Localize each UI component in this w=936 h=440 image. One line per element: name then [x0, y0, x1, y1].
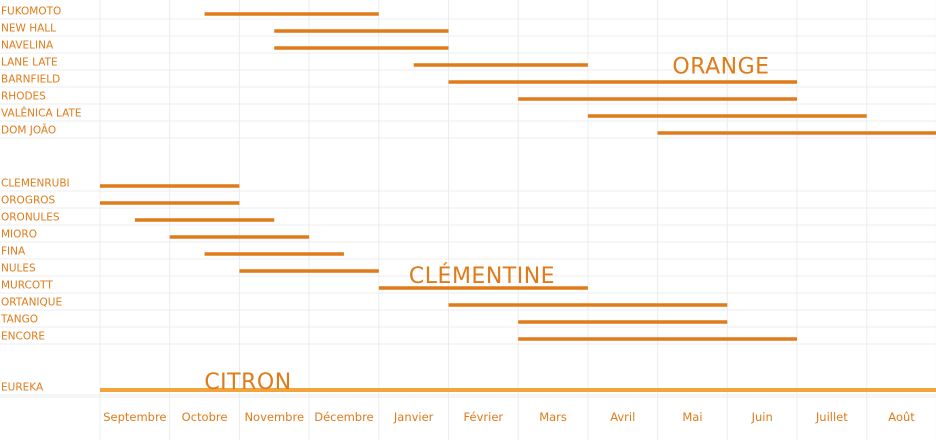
variety-label: BARNFIELD — [1, 74, 60, 86]
month-label: Novembre — [244, 410, 304, 424]
bars — [100, 12, 936, 392]
variety-label: MIORO — [1, 229, 37, 241]
variety-label: DOM JOÃO — [1, 124, 56, 137]
month-label: Février — [464, 410, 504, 424]
variety-label: CLEMENRUBI — [1, 178, 70, 190]
month-label: Octobre — [182, 410, 228, 424]
variety-labels: FUKOMOTO NEW HALL NAVELINA LANE LATE BARNFIE… — [0, 6, 82, 394]
month-label: Septembre — [103, 410, 166, 424]
group-label: CLÉMENTINE — [409, 263, 555, 289]
group-label: CITRON — [204, 370, 291, 395]
variety-label: OROGROS — [1, 195, 56, 207]
month-label: Avril — [610, 410, 635, 424]
month-label: Décembre — [314, 410, 373, 424]
variety-label: FINA — [1, 246, 26, 258]
variety-label: ENCORE — [1, 331, 45, 343]
variety-label: EUREKA — [1, 382, 44, 394]
variety-label: NULES — [1, 263, 36, 275]
variety-label: ORONULES — [1, 212, 60, 224]
variety-label: NEW HALL — [1, 23, 56, 35]
month-label: Juin — [751, 410, 773, 424]
variety-label: TANGO — [0, 314, 38, 326]
variety-label: VALÊNICA LATE — [1, 107, 82, 120]
variety-label: NAVELINA — [1, 40, 54, 52]
group-label: ORANGE — [672, 54, 769, 79]
variety-label: ORTANIQUE — [1, 297, 62, 309]
variety-label: LANE LATE — [1, 57, 58, 69]
month-axis: Septembre Octobre Novembre Décembre Janvier F… — [103, 410, 915, 424]
month-label: Juillet — [815, 410, 848, 424]
variety-label: MURCOTT — [1, 280, 53, 292]
month-label: Mars — [539, 410, 567, 424]
month-label: Mai — [682, 410, 702, 424]
month-label: Janvier — [393, 410, 434, 424]
month-label: Août — [888, 410, 915, 424]
variety-label: FUKOMOTO — [1, 6, 61, 18]
group-labels: ORANGE CLÉMENTINE CITRON — [204, 54, 769, 395]
variety-label: RHODES — [1, 91, 46, 103]
